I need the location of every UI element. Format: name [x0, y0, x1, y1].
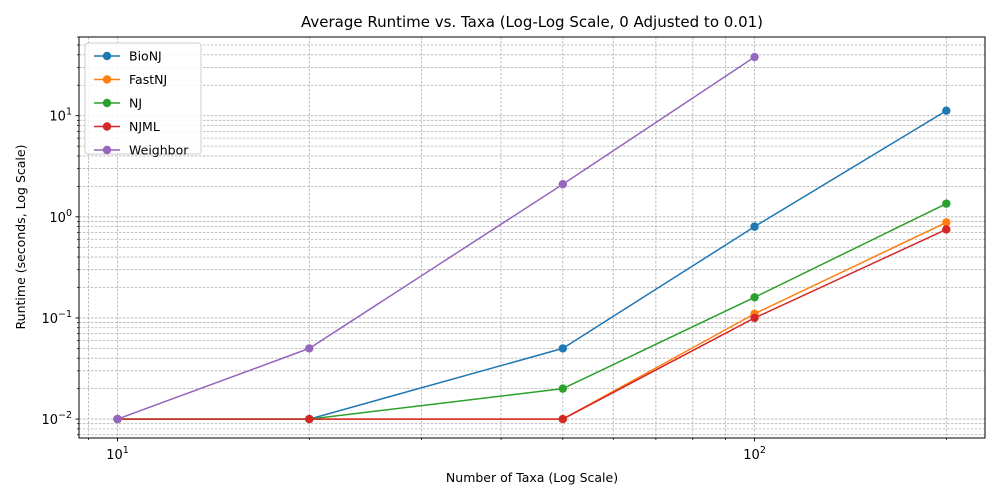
series-line-fastnj: [117, 221, 947, 420]
y-axis-label: Runtime (seconds, Log Scale): [13, 145, 28, 330]
plot-frame: [78, 36, 986, 439]
x-tick-label: 102: [743, 445, 766, 463]
legend: BioNJ FastNJ NJ NJML Weighbor: [84, 42, 202, 158]
data-point-njml: [942, 225, 951, 234]
data-point-weighbor: [558, 180, 567, 189]
y-tick-label: 100: [49, 208, 72, 226]
data-point-weighbor: [750, 52, 759, 62]
legend-marker-fastnj: [102, 75, 112, 84]
data-point-fastnj: [942, 218, 951, 227]
legend-label-fastnj: FastNJ: [129, 72, 167, 87]
data-point-njml: [558, 414, 567, 424]
data-point-njml: [750, 313, 759, 323]
grid: [79, 36, 985, 438]
data-point-nj: [750, 293, 759, 302]
series-line-njml: [117, 228, 947, 420]
y-tick-label: 10−1: [41, 309, 72, 327]
legend-marker-njml: [102, 122, 112, 131]
x-axis-label: Number of Taxa (Log Scale): [446, 470, 618, 485]
series-line-weighbor: [117, 56, 755, 420]
x-tick-label: 101: [106, 445, 129, 463]
data-point-nj: [942, 199, 951, 208]
data-point-weighbor: [113, 414, 122, 424]
legend-label-nj: NJ: [129, 96, 142, 111]
legend-label-njml: NJML: [129, 119, 160, 134]
chart-title: Average Runtime vs. Taxa (Log-Log Scale,…: [301, 13, 763, 31]
y-tick-label: 10−2: [41, 410, 72, 428]
axis-ticks: 101 102 10−2 10−1 100 101: [41, 36, 947, 463]
legend-marker-nj: [102, 98, 112, 108]
y-tick-label: 101: [49, 107, 72, 125]
data-point-njml: [305, 414, 314, 424]
legend-marker-bionj: [102, 51, 112, 61]
data-point-bionj: [558, 344, 567, 353]
legend-label-bionj: BioNJ: [129, 49, 162, 64]
data-point-nj: [558, 384, 567, 393]
series-lines: [113, 52, 951, 424]
data-point-weighbor: [305, 344, 314, 353]
data-point-bionj: [750, 222, 759, 231]
legend-marker-weighbor: [102, 145, 112, 155]
legend-label-weighbor: Weighbor: [129, 143, 189, 158]
series-line-nj: [117, 202, 947, 420]
data-point-bionj: [942, 106, 951, 115]
